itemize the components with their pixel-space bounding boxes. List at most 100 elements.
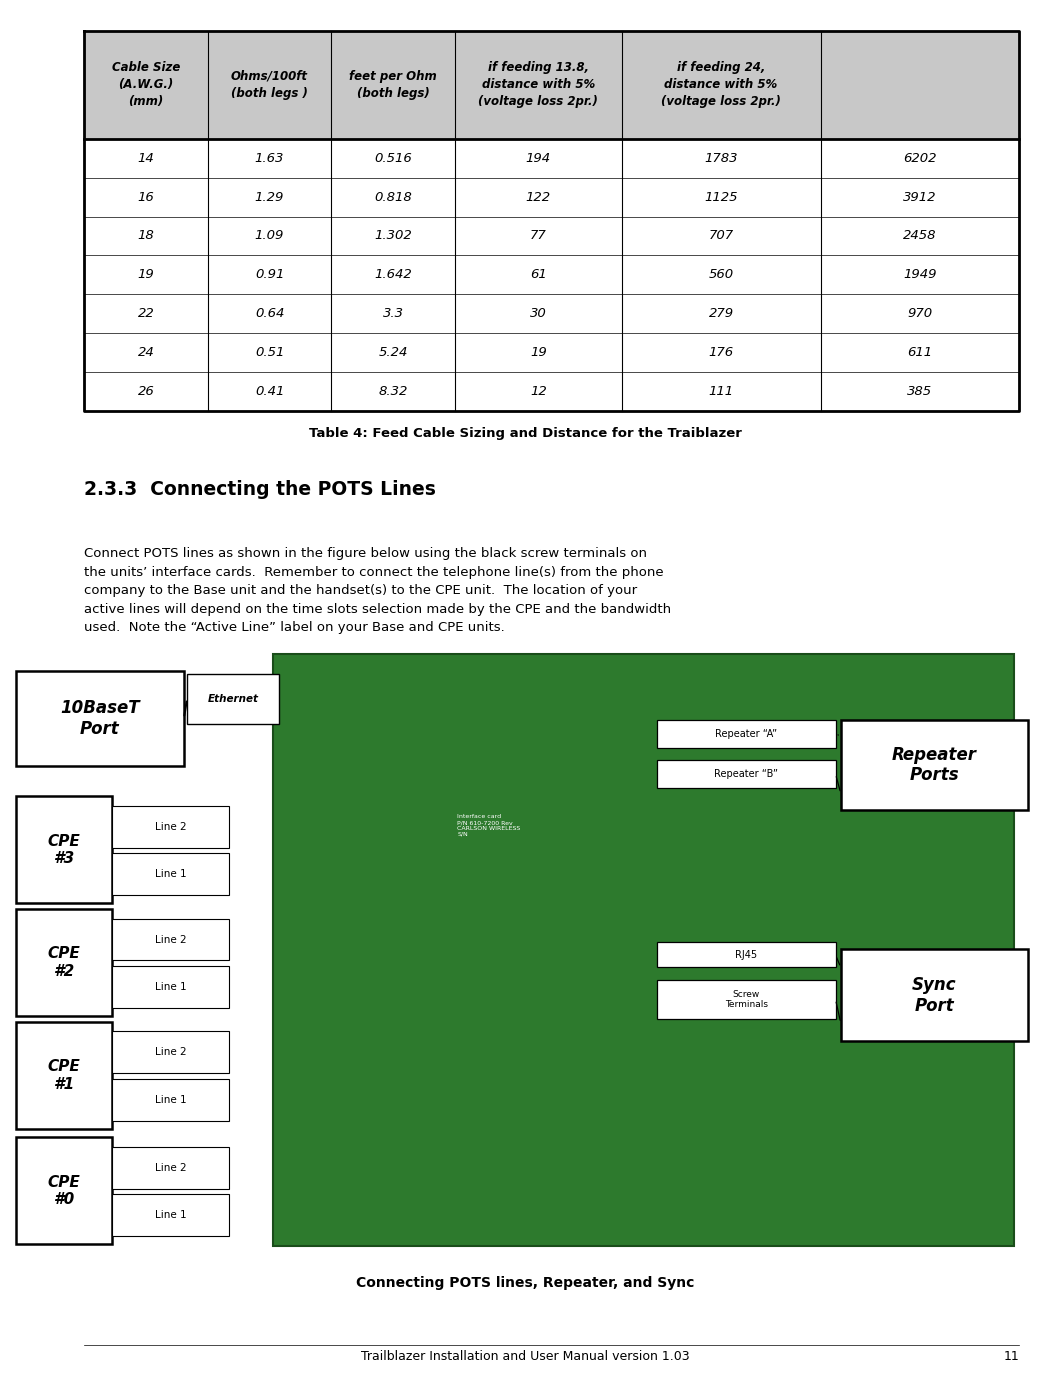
- Text: Interface card
P/N 610-7200 Rev
CARLSON WIRELESS
S/N: Interface card P/N 610-7200 Rev CARLSON …: [457, 814, 520, 837]
- Text: Line 2: Line 2: [154, 934, 187, 945]
- Bar: [112, 919, 229, 960]
- Text: 8.32: 8.32: [378, 384, 408, 398]
- Text: if feeding 24,
distance with 5%
(voltage loss 2pr.): if feeding 24, distance with 5% (voltage…: [661, 61, 781, 109]
- Text: 77: 77: [530, 230, 547, 242]
- Text: 0.91: 0.91: [254, 269, 284, 281]
- Text: Line 2: Line 2: [154, 1162, 187, 1173]
- Bar: [187, 674, 279, 724]
- Text: 61: 61: [530, 269, 547, 281]
- Bar: [84, 372, 1019, 411]
- Bar: [112, 1194, 229, 1236]
- Bar: [84, 294, 1019, 333]
- Bar: [16, 1022, 112, 1129]
- Bar: [112, 1031, 229, 1073]
- Bar: [16, 796, 112, 903]
- Bar: [84, 31, 1019, 139]
- Text: Table 4: Feed Cable Sizing and Distance for the Traiblazer: Table 4: Feed Cable Sizing and Distance …: [309, 427, 742, 440]
- Text: 560: 560: [708, 269, 734, 281]
- Text: 5.24: 5.24: [378, 347, 408, 359]
- Text: Line 1: Line 1: [154, 981, 187, 992]
- Text: 16: 16: [138, 191, 154, 203]
- Bar: [112, 1079, 229, 1121]
- Text: 1125: 1125: [704, 191, 738, 203]
- Text: 2.3.3  Connecting the POTS Lines: 2.3.3 Connecting the POTS Lines: [84, 480, 436, 500]
- Text: Repeater
Ports: Repeater Ports: [892, 746, 976, 784]
- Text: CPE
#0: CPE #0: [47, 1175, 81, 1207]
- Text: 176: 176: [708, 347, 734, 359]
- Text: Line 1: Line 1: [154, 1094, 187, 1105]
- Text: 0.41: 0.41: [254, 384, 284, 398]
- Text: 12: 12: [530, 384, 547, 398]
- Text: 2458: 2458: [903, 230, 936, 242]
- Text: Ethernet: Ethernet: [207, 693, 259, 704]
- Text: 11: 11: [1004, 1350, 1019, 1363]
- Text: CPE
#3: CPE #3: [47, 834, 81, 866]
- Text: Screw
Terminals: Screw Terminals: [725, 990, 767, 1009]
- Text: 611: 611: [907, 347, 932, 359]
- Text: 24: 24: [138, 347, 154, 359]
- Bar: [16, 1137, 112, 1244]
- Text: CPE
#2: CPE #2: [47, 947, 81, 979]
- Bar: [657, 980, 836, 1019]
- Bar: [273, 654, 1014, 1246]
- Text: 707: 707: [708, 230, 734, 242]
- Bar: [657, 720, 836, 748]
- Text: Trailblazer Installation and User Manual version 1.03: Trailblazer Installation and User Manual…: [362, 1350, 689, 1363]
- Text: 122: 122: [526, 191, 551, 203]
- Text: Line 2: Line 2: [154, 821, 187, 832]
- Text: feet per Ohm
(both legs): feet per Ohm (both legs): [349, 70, 437, 100]
- Bar: [841, 720, 1028, 810]
- Text: 1783: 1783: [704, 152, 738, 164]
- Text: 10BaseT
Port: 10BaseT Port: [60, 699, 140, 738]
- Bar: [84, 255, 1019, 294]
- Text: 1.642: 1.642: [374, 269, 412, 281]
- Text: Line 2: Line 2: [154, 1047, 187, 1058]
- Bar: [841, 949, 1028, 1041]
- Text: 1.63: 1.63: [254, 152, 284, 164]
- Text: if feeding 13.8,
distance with 5%
(voltage loss 2pr.): if feeding 13.8, distance with 5% (volta…: [478, 61, 598, 109]
- Text: 279: 279: [708, 308, 734, 320]
- Text: 0.64: 0.64: [254, 308, 284, 320]
- Text: 1.302: 1.302: [374, 230, 412, 242]
- Text: Connect POTS lines as shown in the figure below using the black screw terminals : Connect POTS lines as shown in the figur…: [84, 547, 672, 635]
- Bar: [84, 333, 1019, 372]
- Bar: [84, 139, 1019, 178]
- Text: Line 1: Line 1: [154, 869, 187, 880]
- Text: 26: 26: [138, 384, 154, 398]
- Bar: [657, 760, 836, 788]
- Bar: [112, 806, 229, 848]
- Text: Line 1: Line 1: [154, 1210, 187, 1221]
- Text: 1.09: 1.09: [254, 230, 284, 242]
- Bar: [84, 217, 1019, 255]
- Text: 0.51: 0.51: [254, 347, 284, 359]
- Text: Repeater “A”: Repeater “A”: [715, 728, 778, 739]
- Text: 111: 111: [708, 384, 734, 398]
- Text: Repeater “B”: Repeater “B”: [715, 768, 778, 780]
- Bar: [112, 966, 229, 1008]
- Text: 0.516: 0.516: [374, 152, 412, 164]
- Text: 19: 19: [138, 269, 154, 281]
- Text: 385: 385: [907, 384, 932, 398]
- Text: 22: 22: [138, 308, 154, 320]
- Text: 18: 18: [138, 230, 154, 242]
- Text: 1.29: 1.29: [254, 191, 284, 203]
- Text: 194: 194: [526, 152, 551, 164]
- Text: Cable Size
(A.W.G.)
(mm): Cable Size (A.W.G.) (mm): [111, 61, 180, 109]
- Text: RJ45: RJ45: [735, 949, 758, 960]
- Text: 3.3: 3.3: [383, 308, 404, 320]
- Text: Sync
Port: Sync Port: [912, 976, 956, 1015]
- Bar: [84, 178, 1019, 217]
- Bar: [112, 1147, 229, 1189]
- Bar: [112, 853, 229, 895]
- Bar: [657, 942, 836, 967]
- Bar: [16, 909, 112, 1016]
- Text: 1949: 1949: [903, 269, 936, 281]
- Text: CPE
#1: CPE #1: [47, 1059, 81, 1091]
- Text: 19: 19: [530, 347, 547, 359]
- Text: 970: 970: [907, 308, 932, 320]
- Text: 6202: 6202: [903, 152, 936, 164]
- Text: 14: 14: [138, 152, 154, 164]
- Text: Connecting POTS lines, Repeater, and Sync: Connecting POTS lines, Repeater, and Syn…: [356, 1276, 695, 1290]
- Text: Ohms/100ft
(both legs ): Ohms/100ft (both legs ): [231, 70, 308, 100]
- Text: 0.818: 0.818: [374, 191, 412, 203]
